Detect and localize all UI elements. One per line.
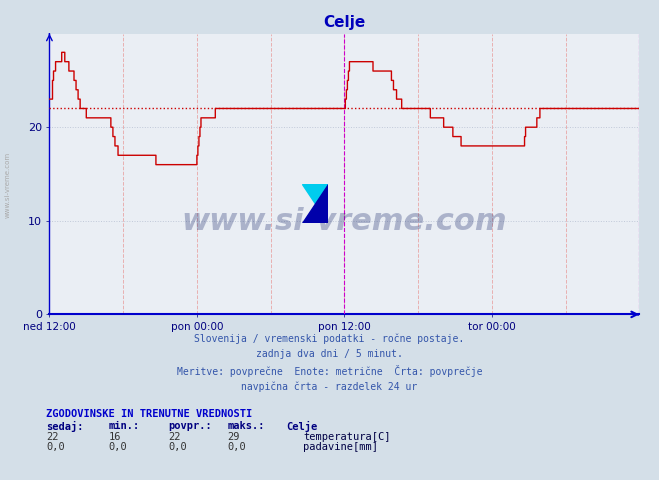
Text: ZGODOVINSKE IN TRENUTNE VREDNOSTI: ZGODOVINSKE IN TRENUTNE VREDNOSTI xyxy=(46,409,252,419)
Text: Slovenija / vremenski podatki - ročne postaje.: Slovenija / vremenski podatki - ročne po… xyxy=(194,334,465,344)
Text: zadnja dva dni / 5 minut.: zadnja dva dni / 5 minut. xyxy=(256,349,403,360)
Text: 22: 22 xyxy=(168,432,181,442)
Text: min.:: min.: xyxy=(109,421,140,431)
Text: navpična črta - razdelek 24 ur: navpična črta - razdelek 24 ur xyxy=(241,381,418,392)
Polygon shape xyxy=(302,184,328,223)
Title: Celje: Celje xyxy=(323,15,366,30)
Text: www.si-vreme.com: www.si-vreme.com xyxy=(181,207,507,236)
Text: sedaj:: sedaj: xyxy=(46,421,84,432)
Polygon shape xyxy=(302,184,328,223)
Text: www.si-vreme.com: www.si-vreme.com xyxy=(5,152,11,218)
Text: 29: 29 xyxy=(227,432,240,442)
Text: 16: 16 xyxy=(109,432,121,442)
Text: 22: 22 xyxy=(46,432,59,442)
Text: 0,0: 0,0 xyxy=(109,442,127,452)
Text: Meritve: povprečne  Enote: metrične  Črta: povprečje: Meritve: povprečne Enote: metrične Črta:… xyxy=(177,365,482,377)
Text: maks.:: maks.: xyxy=(227,421,265,431)
Text: povpr.:: povpr.: xyxy=(168,421,212,431)
Text: Celje: Celje xyxy=(287,421,318,432)
Text: 0,0: 0,0 xyxy=(168,442,186,452)
Text: 0,0: 0,0 xyxy=(227,442,246,452)
Text: padavine[mm]: padavine[mm] xyxy=(303,442,378,452)
Text: 0,0: 0,0 xyxy=(46,442,65,452)
Text: temperatura[C]: temperatura[C] xyxy=(303,432,391,442)
